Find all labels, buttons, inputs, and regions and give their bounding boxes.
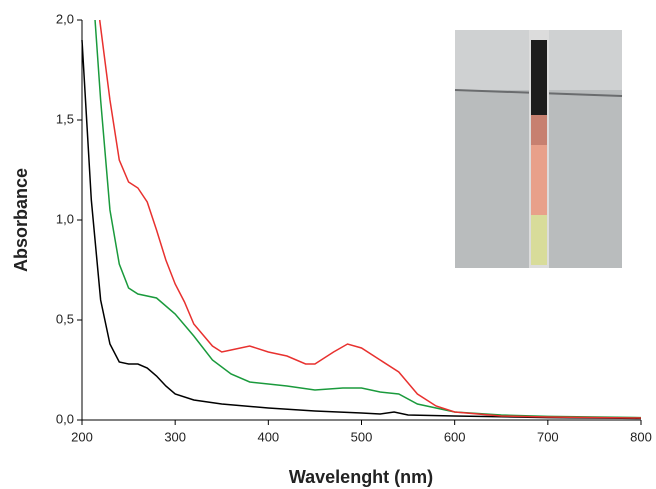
- y-tick-label: 1,0: [56, 211, 74, 226]
- series-line: [81, 39, 642, 420]
- x-tick-label: 200: [71, 429, 93, 444]
- x-tick-label: 300: [164, 429, 186, 444]
- y-tick-label: 0,5: [56, 311, 74, 326]
- x-tick-label: 400: [257, 429, 279, 444]
- y-tick-label: 1,5: [56, 111, 74, 126]
- y-tick-label: 2,0: [56, 11, 74, 26]
- y-tick-label: 0,0: [56, 411, 74, 426]
- x-tick-label: 500: [351, 429, 373, 444]
- series-line: [98, 19, 642, 419]
- x-tick-label: 600: [444, 429, 466, 444]
- y-axis-title: Absorbance: [11, 168, 31, 272]
- x-tick-label: 700: [537, 429, 559, 444]
- x-axis-title: Wavelenght (nm): [289, 467, 433, 487]
- inset-photo: [454, 30, 623, 268]
- series-line: [94, 19, 642, 419]
- x-tick-label: 800: [630, 429, 652, 444]
